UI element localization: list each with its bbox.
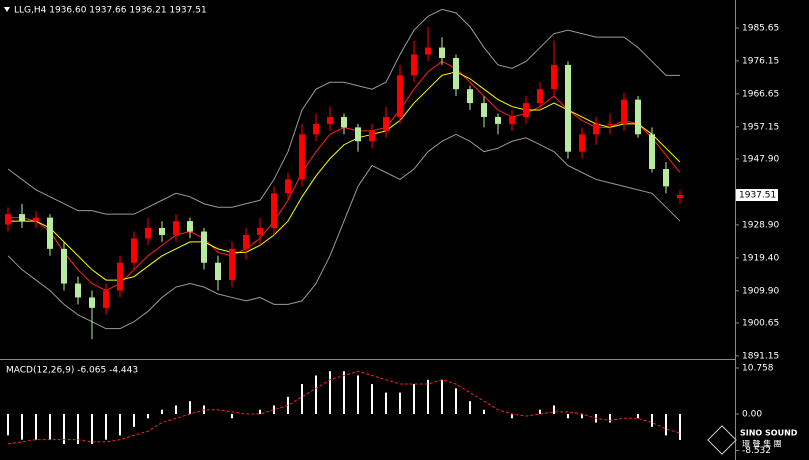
y-tick-label: 1985.65 [742,23,779,33]
candle-body [89,297,95,308]
y-tick-label: 1976.15 [742,56,779,66]
price-label: 1937.51 [739,191,776,201]
candle-body [635,99,641,135]
candle-body [649,134,655,170]
candle-body [397,75,403,117]
candle-body [481,103,487,117]
y-tick-label: 1957.15 [742,122,779,132]
chart-title: LLG,H4 1936.60 1937.66 1936.21 1937.51 [14,6,207,16]
signal-line [7,370,681,445]
logo-icon [707,425,737,455]
macd-title: MACD(12,26,9) -6.065 -4.443 [6,366,138,376]
y-tick-label: 1909.90 [742,286,779,296]
candle-body [173,221,179,235]
candle-body [201,231,207,263]
candle-body [61,248,67,284]
candle-body [145,228,151,239]
candle-body [327,116,333,124]
y-tick-label: 1891.15 [742,351,779,361]
candle-body [537,89,543,104]
candle-body [607,123,613,125]
candle-body [243,234,249,249]
candle-body [425,47,431,55]
candle-body [341,116,347,128]
candle-body [215,262,221,281]
candle-body [495,116,501,124]
candle-body [229,248,235,281]
candle-body [355,127,361,142]
candle-body [453,57,459,90]
candle-body [677,195,683,199]
logo-name: SINO SOUND [740,429,798,438]
candle-body [509,116,515,124]
y-tick-label: 1928.90 [742,220,779,230]
y-tick-label: -8.532 [742,446,771,456]
candle-body [187,221,193,232]
candle-body [33,217,39,222]
candle-body [467,89,473,104]
y-tick-label: 10.758 [742,363,774,373]
candle-body [75,283,81,298]
candle-body [579,134,585,152]
candle-body [411,54,417,76]
y-tick-label: 0.00 [742,410,762,420]
y-tick-label: 1900.65 [742,318,779,328]
candle-body [663,169,669,187]
candle-body [257,228,263,235]
candle-body [565,64,571,152]
candle-body [593,123,599,135]
candle-body [299,134,305,180]
candle-body [103,290,109,308]
price-label-box [736,189,778,202]
candle-body [159,228,165,235]
symbol-icon [4,7,10,12]
candle-body [383,116,389,131]
candle-body [313,123,319,135]
candle-body [285,179,291,194]
candle-body [5,214,11,225]
candle-body [117,262,123,291]
indicator-line [7,8,680,215]
logo: SINO SOUND 環 聲 集 團 [707,425,798,455]
candle-body [369,130,375,142]
y-tick-label: 1919.40 [742,253,779,263]
candle-body [523,103,529,117]
candle-body [131,238,137,263]
candle-body [621,99,627,124]
candle-body [19,214,25,222]
indicator-line [7,133,681,330]
candle-body [271,193,277,229]
candle-body [551,64,557,90]
logo-sub: 環 聲 集 團 [742,439,782,449]
y-tick-label: 1947.90 [742,154,779,164]
y-tick-label: 1966.65 [742,89,779,99]
candle-body [439,47,445,58]
candle-body [47,217,53,249]
